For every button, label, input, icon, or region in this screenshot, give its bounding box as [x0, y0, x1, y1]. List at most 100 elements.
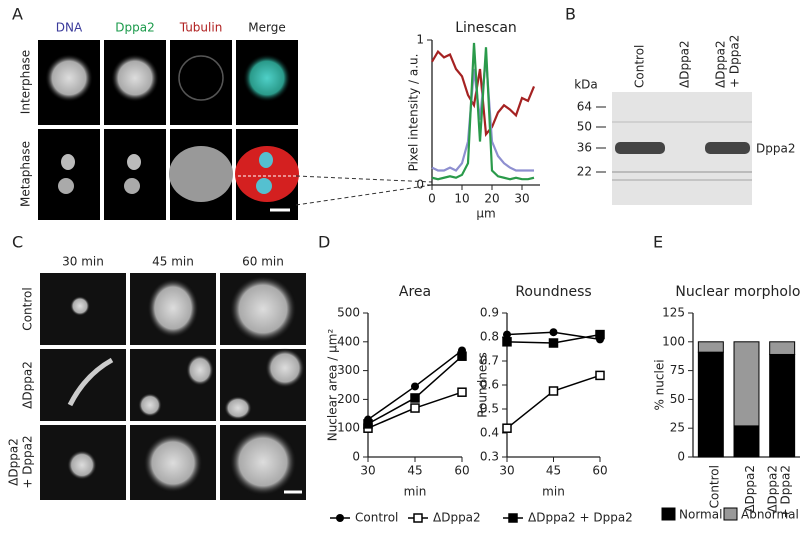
row-label: Metaphase: [19, 141, 33, 207]
y-tick-label: 50: [670, 392, 685, 406]
y-tick-label: 0.5: [480, 402, 499, 416]
y-tick-label: 0.4: [480, 426, 499, 440]
western-blot: [612, 92, 752, 205]
panel-label: B: [565, 5, 576, 24]
micrographs-c: [40, 273, 306, 500]
y-tick-label: 400: [337, 334, 360, 348]
legend-label: ΔDppa2: [433, 511, 481, 525]
y-tick-label: 0: [416, 178, 424, 192]
point: [410, 393, 420, 403]
legend-label: Normal: [679, 508, 722, 522]
lane-label: + Dppa2: [728, 35, 742, 88]
blot-labels: Control ΔDppa2 ΔDppa2 + Dppa2kDa64503622Dpp…: [574, 35, 795, 179]
point: [413, 513, 423, 523]
x-tick-label: 10: [454, 192, 469, 206]
x-tick-label: + Dppa2: [779, 465, 793, 518]
marker-label: 36: [577, 141, 592, 155]
point: [508, 513, 518, 523]
y-tick-label: 0.7: [480, 354, 499, 368]
x-tick-label: Control: [707, 465, 721, 508]
marker-label: 64: [577, 100, 592, 114]
y-tick-label: 0.8: [480, 330, 499, 344]
x-tick-label: 0: [428, 192, 436, 206]
x-tick-label: 60: [454, 464, 469, 478]
unit-label: kDa: [574, 78, 598, 92]
x-tick-label: 20: [484, 192, 499, 206]
panel-label: A: [12, 5, 23, 24]
y-tick-label: 0.6: [480, 378, 499, 392]
bar-segment: [769, 341, 796, 355]
bar-segment: [697, 341, 724, 353]
series-line: [431, 57, 534, 172]
point: [548, 338, 559, 348]
lane-label: ΔDppa2: [678, 40, 692, 88]
column-label: Tubulin: [179, 21, 223, 35]
y-tick-label: 0: [677, 450, 685, 464]
x-tick-label: 45: [407, 464, 422, 478]
point: [336, 514, 344, 522]
y-tick-label: 125: [662, 306, 685, 320]
bar-segment: [733, 341, 760, 427]
bar-segment: [769, 353, 796, 458]
point: [549, 328, 558, 337]
y-tick-label: 25: [670, 421, 685, 435]
point: [502, 423, 512, 433]
y-axis-label: Pixel intensity / a.u.: [407, 54, 421, 172]
lane-label: ΔDppa2: [714, 40, 728, 88]
y-axis-label: Nuclear area / µm²: [326, 329, 340, 442]
x-tick-label: 30: [360, 464, 375, 478]
point: [503, 330, 511, 339]
marker-label: 22: [577, 165, 592, 179]
x-tick-label: 60: [592, 464, 607, 478]
band-label: Dppa2: [756, 142, 795, 156]
y-tick-label: 300: [337, 363, 360, 377]
point: [411, 382, 419, 391]
row-label: Control: [21, 287, 35, 330]
x-tick-label: 30: [499, 464, 514, 478]
legend-swatch: [661, 507, 676, 521]
x-tick-label: 30: [514, 192, 529, 206]
legend-label: Abnormal: [741, 508, 799, 522]
y-tick-label: 0: [352, 450, 360, 464]
point: [457, 387, 467, 397]
legend-label: Control: [355, 511, 398, 525]
x-tick-label: ΔDppa2: [743, 465, 757, 513]
column-label: Dppa2: [115, 21, 154, 35]
column-label: DNA: [56, 21, 83, 35]
point: [548, 386, 559, 396]
row-label: + Dppa2: [21, 435, 35, 488]
chart-title: Nuclear morphology: [675, 284, 800, 300]
series-line: [506, 374, 601, 429]
x-axis-label: min: [404, 485, 427, 499]
point: [502, 337, 512, 347]
y-tick-label: 75: [670, 363, 685, 377]
column-label: 30 min: [62, 255, 104, 269]
y-tick-label: 100: [662, 334, 685, 348]
micrographs-a: [38, 40, 433, 220]
y-axis-label: % nuclei: [653, 359, 667, 410]
chart-title: Area: [399, 284, 431, 300]
row-label: ΔDppa2: [7, 438, 21, 486]
point: [595, 329, 605, 340]
panel-label: E: [653, 233, 663, 252]
chart-title: Roundness: [515, 284, 591, 300]
x-tick-label: ΔDppa2: [766, 465, 780, 513]
y-tick-label: 0.3: [480, 450, 499, 464]
row-label: Interphase: [19, 50, 33, 114]
point: [457, 351, 467, 361]
column-label: 45 min: [152, 255, 194, 269]
y-tick-label: 200: [337, 392, 360, 406]
x-tick-label: 45: [546, 464, 561, 478]
point: [595, 370, 605, 381]
x-axis-label: min: [542, 485, 565, 499]
panel-label: D: [318, 233, 330, 252]
chart-title: Linescan: [455, 20, 517, 36]
series-line: [431, 42, 535, 181]
y-tick-label: 100: [337, 421, 360, 435]
bar-segment: [697, 351, 724, 458]
panel-label: C: [12, 233, 23, 252]
y-tick-label: 1: [416, 33, 424, 47]
point: [363, 419, 373, 429]
y-axis-label: Roundness: [476, 352, 490, 417]
